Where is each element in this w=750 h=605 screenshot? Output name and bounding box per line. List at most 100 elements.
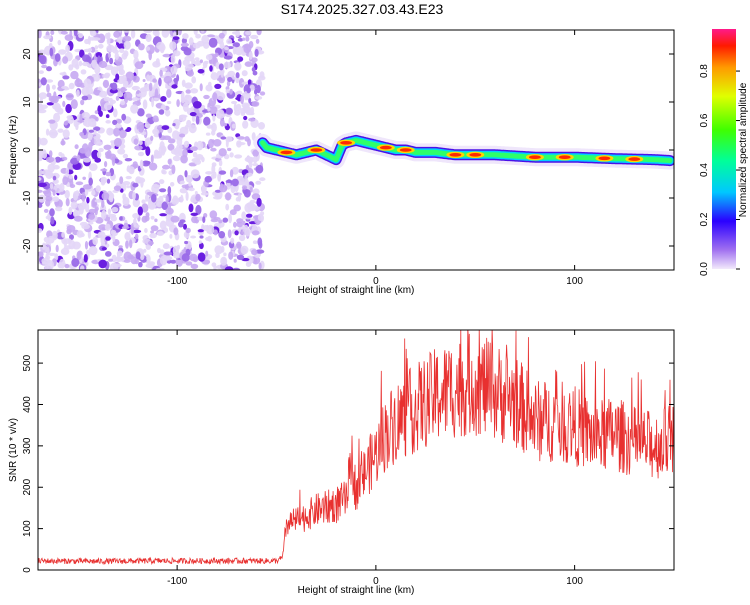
noise-blob xyxy=(201,34,210,44)
snr-x-axis-label: Height of straight line (km) xyxy=(298,585,415,596)
noise-blob xyxy=(138,124,145,133)
colorbar-tick-label: 0.8 xyxy=(699,64,710,78)
noise-blob xyxy=(144,228,148,233)
colorbar-tick-label: 0.6 xyxy=(699,113,710,127)
track-peak xyxy=(340,141,353,145)
noise-blob xyxy=(156,231,164,237)
noise-blob xyxy=(104,161,108,168)
noise-blob xyxy=(69,184,76,188)
noise-blob xyxy=(252,188,260,196)
noise-blob xyxy=(214,245,223,255)
noise-blob xyxy=(159,188,167,193)
noise-blob xyxy=(241,211,247,220)
noise-blob xyxy=(137,108,145,117)
noise-blob xyxy=(185,248,191,256)
noise-blob xyxy=(40,77,47,86)
noise-blob xyxy=(63,120,68,126)
noise-blob xyxy=(229,152,234,158)
noise-blob xyxy=(128,97,133,101)
noise-blob xyxy=(235,62,241,70)
noise-blob xyxy=(224,266,234,270)
noise-blob xyxy=(214,52,219,57)
noise-blob xyxy=(226,38,233,45)
noise-blob xyxy=(77,202,86,211)
noise-blob xyxy=(59,182,65,192)
noise-blob xyxy=(259,91,266,96)
noise-blob xyxy=(132,213,140,219)
noise-blob xyxy=(233,102,237,113)
noise-blob xyxy=(195,33,202,39)
noise-blob xyxy=(223,55,233,60)
noise-blob xyxy=(235,196,240,202)
noise-blob xyxy=(131,97,140,101)
noise-blob xyxy=(237,56,244,62)
noise-blob xyxy=(218,32,225,39)
noise-blob xyxy=(124,232,131,241)
noise-blob xyxy=(98,60,108,69)
noise-blob xyxy=(231,166,239,175)
noise-blob xyxy=(149,204,157,209)
noise-blob xyxy=(65,167,70,176)
noise-blob xyxy=(152,78,157,83)
noise-blob xyxy=(52,175,57,181)
noise-blob xyxy=(119,176,124,185)
noise-blob xyxy=(205,84,213,92)
noise-blob xyxy=(135,251,141,260)
noise-blob xyxy=(98,43,104,49)
noise-blob xyxy=(98,110,103,117)
y-tick-label: 100 xyxy=(22,520,33,537)
noise-blob xyxy=(189,112,197,117)
noise-blob xyxy=(166,100,172,105)
noise-blob xyxy=(86,196,90,204)
noise-blob xyxy=(248,41,254,49)
noise-blob xyxy=(90,46,96,53)
colorbar-ticks: 0.0 0.2 0.4 0.6 0.8 xyxy=(699,64,740,276)
noise-blob xyxy=(244,203,252,213)
noise-blob xyxy=(147,240,154,246)
noise-blob xyxy=(144,138,150,148)
noise-blob xyxy=(118,69,126,76)
noise-blob xyxy=(109,262,119,270)
noise-blob xyxy=(121,74,127,84)
noise-blob xyxy=(162,135,172,141)
noise-blob xyxy=(88,208,97,214)
noise-blob xyxy=(122,181,131,186)
noise-blob xyxy=(199,235,204,239)
noise-blob xyxy=(46,246,50,256)
noise-blob xyxy=(236,241,242,249)
noise-blob xyxy=(78,32,84,39)
noise-blob xyxy=(100,176,108,184)
noise-blob xyxy=(170,149,179,155)
noise-blob xyxy=(167,143,175,151)
noise-blob xyxy=(225,179,233,184)
noise-blob xyxy=(188,203,194,213)
noise-blob xyxy=(154,149,159,156)
noise-blob xyxy=(245,109,254,116)
noise-blob xyxy=(81,111,91,120)
noise-blob xyxy=(166,88,172,99)
noise-blob xyxy=(112,233,116,243)
noise-blob xyxy=(134,233,139,240)
noise-blob xyxy=(120,100,126,106)
noise-blob xyxy=(116,251,121,262)
noise-blob xyxy=(154,88,159,98)
noise-blob xyxy=(160,146,166,156)
noise-blob xyxy=(165,85,171,89)
noise-blob xyxy=(207,107,211,112)
noise-blob xyxy=(203,116,211,126)
noise-blob xyxy=(130,225,134,235)
noise-blob xyxy=(251,67,256,72)
noise-blob xyxy=(134,61,144,70)
noise-blob xyxy=(161,30,170,38)
noise-blob xyxy=(60,30,68,35)
noise-blob xyxy=(190,146,198,151)
noise-blob xyxy=(119,129,127,139)
noise-blob xyxy=(227,147,232,152)
noise-blob xyxy=(152,115,159,123)
y-tick-label: 20 xyxy=(22,48,33,60)
noise-blob xyxy=(200,30,205,33)
noise-blob xyxy=(220,69,224,78)
noise-blob xyxy=(113,108,118,118)
noise-blob xyxy=(103,102,113,111)
noise-blob xyxy=(81,192,86,202)
